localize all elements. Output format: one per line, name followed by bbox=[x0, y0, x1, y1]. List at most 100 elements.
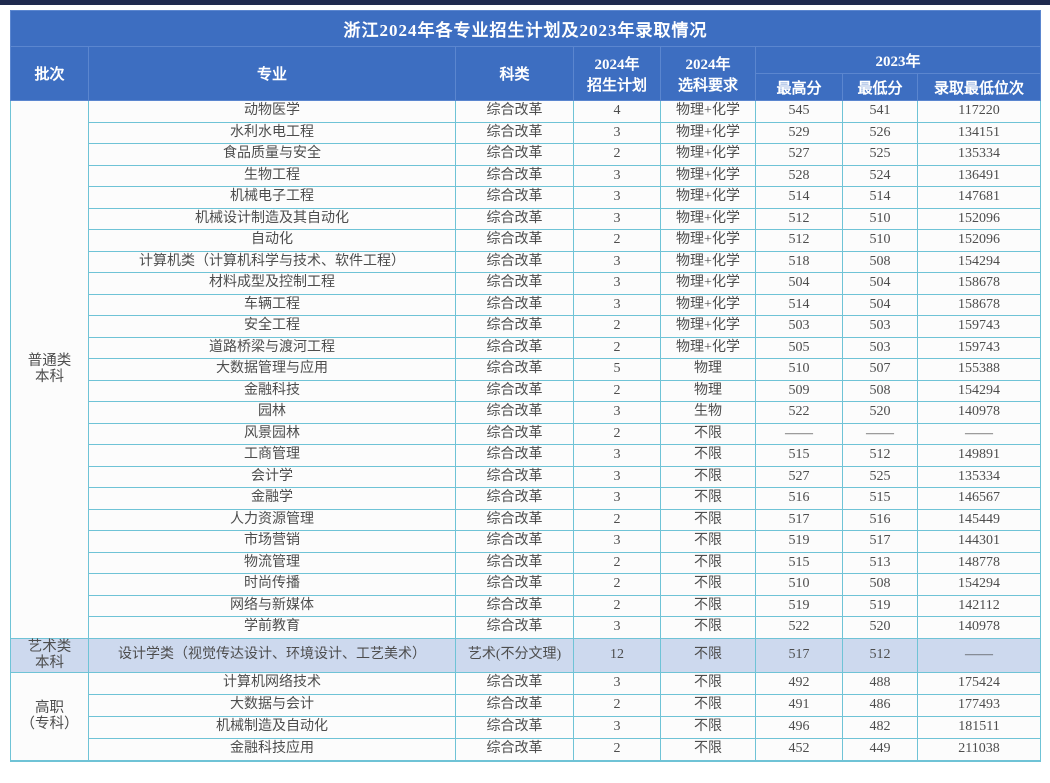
plan-cell: 5 bbox=[573, 358, 661, 381]
table-body: 普通类 本科 动物医学 综合改革 4 物理+化学 545 541 117220 水利水电工程 综合… bbox=[10, 100, 1041, 762]
subject-req-cell: 不限 bbox=[660, 465, 756, 488]
admissions-table: 浙江2024年各专业招生计划及2023年录取情况 批次 专业 科类 2024年招… bbox=[10, 10, 1041, 762]
category-cell: 综合改革 bbox=[455, 358, 574, 381]
min-rank-cell: 152096 bbox=[917, 229, 1041, 252]
max-score-cell: 503 bbox=[755, 315, 843, 338]
min-rank-cell: 158678 bbox=[917, 293, 1041, 316]
max-score-cell: 514 bbox=[755, 293, 843, 316]
major-cell: 水利水电工程 bbox=[88, 121, 456, 144]
plan-cell: 2 bbox=[573, 737, 661, 762]
min-score-cell: —— bbox=[842, 422, 918, 445]
major-cell: 道路桥梁与渡河工程 bbox=[88, 336, 456, 359]
min-rank-cell: 211038 bbox=[917, 737, 1041, 762]
table-row: 食品质量与安全 综合改革 2 物理+化学 527 525 135334 bbox=[11, 143, 1041, 166]
category-cell: 综合改革 bbox=[455, 530, 574, 553]
table-row: 机械设计制造及其自动化 综合改革 3 物理+化学 512 510 152096 bbox=[11, 207, 1041, 230]
col-header-subject-line2: 选科要求 bbox=[677, 77, 738, 94]
table-row: 计算机类（计算机科学与技术、软件工程） 综合改革 3 物理+化学 518 508 15429… bbox=[11, 250, 1041, 273]
min-score-cell: 508 bbox=[842, 379, 918, 402]
col-header-category: 科类 bbox=[455, 46, 574, 101]
subject-req-cell: 物理 bbox=[660, 379, 756, 402]
subject-req-cell: 不限 bbox=[660, 508, 756, 531]
table-row: 金融科技 综合改革 2 物理 509 508 154294 bbox=[11, 379, 1041, 402]
min-rank-cell: 142112 bbox=[917, 594, 1041, 617]
min-rank-cell: 159743 bbox=[917, 336, 1041, 359]
batch-cell: 高职 （专科） bbox=[10, 671, 89, 762]
admissions-table-container: 浙江2024年各专业招生计划及2023年录取情况 批次 专业 科类 2024年招… bbox=[10, 10, 1041, 762]
plan-cell: 2 bbox=[573, 573, 661, 596]
max-score-cell: 509 bbox=[755, 379, 843, 402]
plan-cell: 3 bbox=[573, 164, 661, 187]
min-score-cell: 516 bbox=[842, 508, 918, 531]
major-cell: 工商管理 bbox=[88, 444, 456, 467]
plan-cell: 2 bbox=[573, 379, 661, 402]
plan-cell: 3 bbox=[573, 250, 661, 273]
batch-cell: 艺术类 本科 bbox=[10, 637, 89, 673]
col-header-major: 专业 bbox=[88, 46, 456, 101]
max-score-cell: 491 bbox=[755, 693, 843, 717]
min-rank-cell: 154294 bbox=[917, 379, 1041, 402]
category-cell: 综合改革 bbox=[455, 715, 574, 739]
subject-req-cell: 物理+化学 bbox=[660, 272, 756, 295]
min-rank-cell: 140978 bbox=[917, 401, 1041, 424]
plan-cell: 2 bbox=[573, 693, 661, 717]
table-row: 高职 （专科） 计算机网络技术 综合改革 3 不限 492 488 175424 bbox=[10, 671, 1041, 762]
max-score-cell: 514 bbox=[755, 186, 843, 209]
col-header-year-2023-group: 2023年 bbox=[755, 46, 1041, 74]
col-header-subject-line1: 2024年 bbox=[685, 56, 731, 73]
top-accent-bar bbox=[0, 0, 1050, 5]
category-cell: 综合改革 bbox=[455, 444, 574, 467]
min-rank-cell: 147681 bbox=[917, 186, 1041, 209]
major-cell: 车辆工程 bbox=[88, 293, 456, 316]
min-rank-cell: 135334 bbox=[917, 143, 1041, 166]
min-rank-cell: 177493 bbox=[917, 693, 1041, 717]
major-cell: 金融学 bbox=[88, 487, 456, 510]
table-head: 浙江2024年各专业招生计划及2023年录取情况 批次 专业 科类 2024年招… bbox=[10, 10, 1041, 101]
category-cell: 综合改革 bbox=[455, 487, 574, 510]
major-cell: 物流管理 bbox=[88, 551, 456, 574]
plan-cell: 2 bbox=[573, 422, 661, 445]
table-row: 学前教育 综合改革 3 不限 522 520 140978 bbox=[11, 616, 1041, 639]
table-row: 市场营销 综合改革 3 不限 519 517 144301 bbox=[11, 530, 1041, 553]
table-title: 浙江2024年各专业招生计划及2023年录取情况 bbox=[10, 10, 1041, 47]
major-cell: 材料成型及控制工程 bbox=[88, 272, 456, 295]
table-row: 车辆工程 综合改革 3 物理+化学 514 504 158678 bbox=[11, 293, 1041, 316]
table-row: 物流管理 综合改革 2 不限 515 513 148778 bbox=[11, 551, 1041, 574]
max-score-cell: 527 bbox=[755, 465, 843, 488]
plan-cell: 3 bbox=[573, 487, 661, 510]
subject-req-cell: 物理+化学 bbox=[660, 336, 756, 359]
subject-req-cell: 物理+化学 bbox=[660, 293, 756, 316]
col-header-plan-2024: 2024年 招生计划 bbox=[573, 46, 661, 101]
table-row: 艺术类 本科 设计学类（视觉传达设计、环境设计、工艺美术） 艺术(不分文理) 12 不限… bbox=[10, 637, 1041, 673]
subject-req-cell: 生物 bbox=[660, 401, 756, 424]
table-row: 工商管理 综合改革 3 不限 515 512 149891 bbox=[11, 444, 1041, 467]
min-rank-cell: 135334 bbox=[917, 465, 1041, 488]
max-score-cell: 496 bbox=[755, 715, 843, 739]
min-score-cell: 525 bbox=[842, 143, 918, 166]
major-cell: 安全工程 bbox=[88, 315, 456, 338]
major-cell: 市场营销 bbox=[88, 530, 456, 553]
min-score-cell: 503 bbox=[842, 315, 918, 338]
col-header-subject-2024: 2024年选科要求 bbox=[660, 46, 756, 101]
min-score-cell: 486 bbox=[842, 693, 918, 717]
max-score-cell: 522 bbox=[755, 616, 843, 639]
plan-cell: 3 bbox=[573, 121, 661, 144]
subject-req-cell: 不限 bbox=[660, 573, 756, 596]
category-cell: 综合改革 bbox=[455, 401, 574, 424]
major-cell: 风景园林 bbox=[88, 422, 456, 445]
plan-cell: 4 bbox=[573, 100, 661, 123]
table-row: 大数据管理与应用 综合改革 5 物理 510 507 155388 bbox=[11, 358, 1041, 381]
plan-cell: 3 bbox=[573, 207, 661, 230]
major-cell: 食品质量与安全 bbox=[88, 143, 456, 166]
major-cell: 会计学 bbox=[88, 465, 456, 488]
min-score-cell: 524 bbox=[842, 164, 918, 187]
min-score-cell: 515 bbox=[842, 487, 918, 510]
subject-req-cell: 物理+化学 bbox=[660, 186, 756, 209]
col-header-plan-line2: 招生计划 bbox=[586, 77, 647, 94]
max-score-cell: 545 bbox=[755, 100, 843, 123]
min-rank-cell: 146567 bbox=[917, 487, 1041, 510]
major-cell: 设计学类（视觉传达设计、环境设计、工艺美术） bbox=[88, 637, 456, 673]
max-score-cell: 529 bbox=[755, 121, 843, 144]
min-score-cell: 504 bbox=[842, 293, 918, 316]
min-rank-cell: 175424 bbox=[917, 671, 1041, 695]
